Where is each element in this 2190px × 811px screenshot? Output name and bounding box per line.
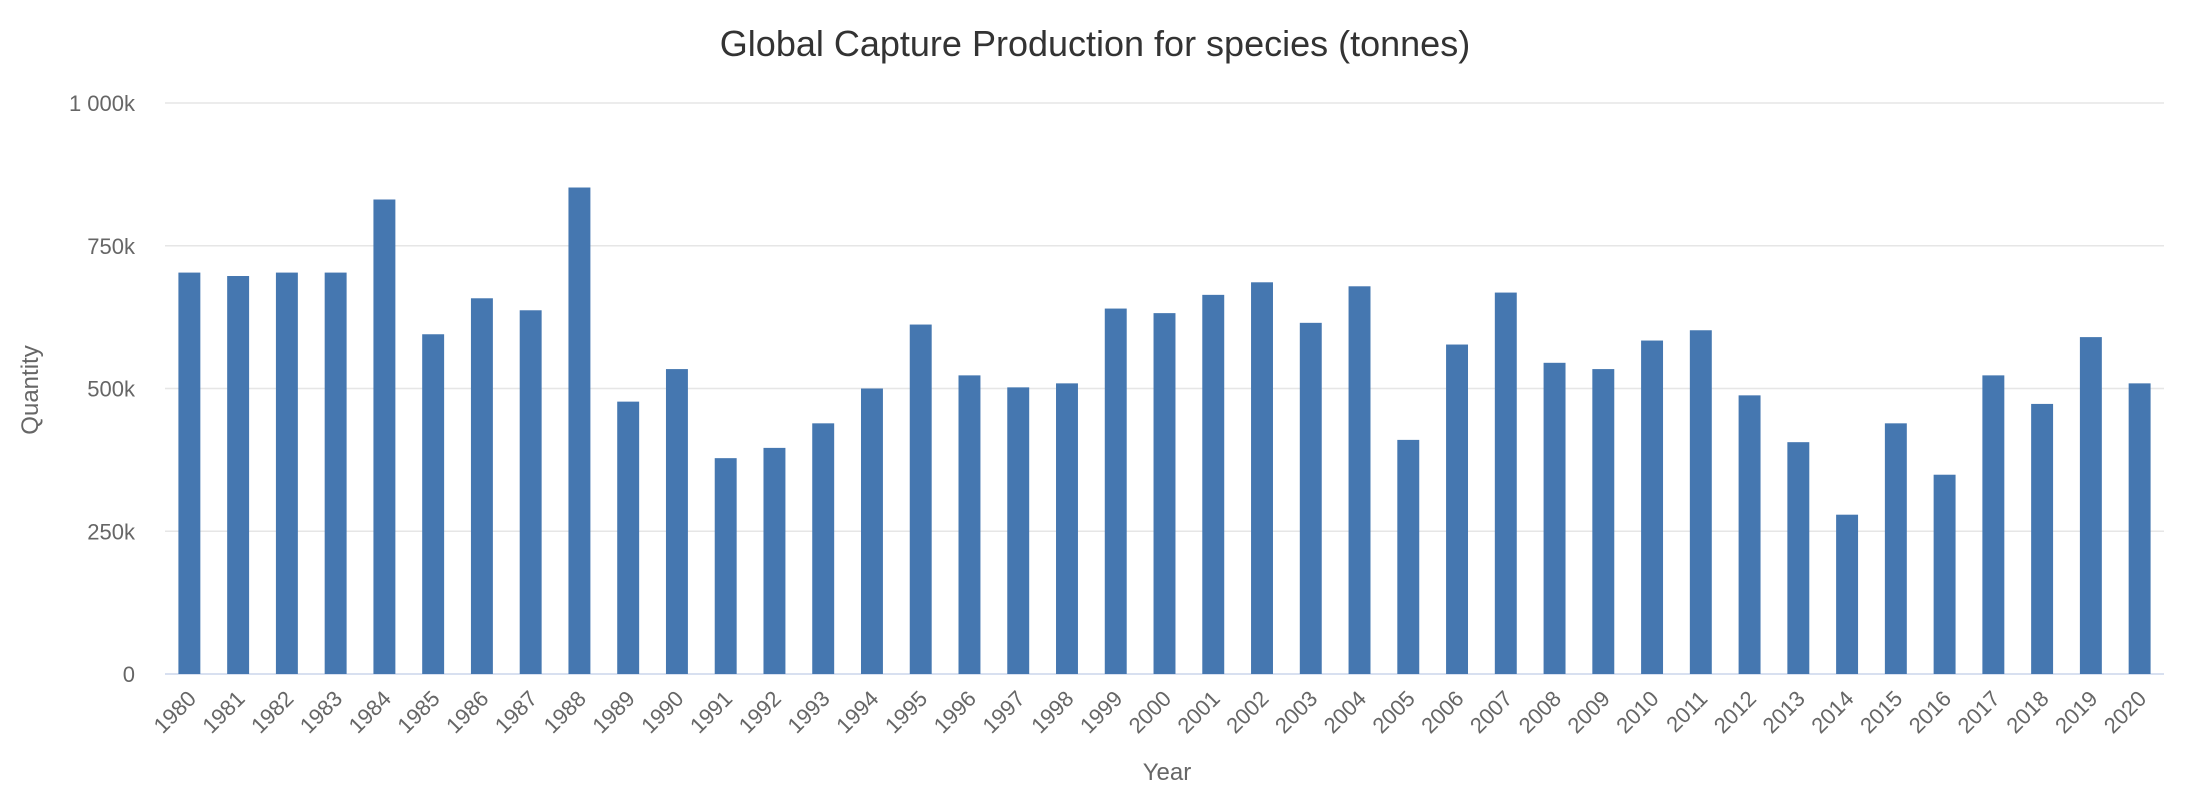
bar-1986[interactable] [470,298,493,674]
x-tick-label: 2009 [1563,686,1615,738]
x-tick-label: 1989 [587,686,639,738]
x-tick-label: 1994 [831,686,883,738]
bar-2020[interactable] [2128,383,2151,674]
bar-2004[interactable] [1348,286,1371,674]
x-tick-label: 1988 [539,686,591,738]
x-tick-label: 1999 [1075,686,1127,738]
bar-2002[interactable] [1251,282,1273,674]
x-tick-label: 2007 [1465,686,1517,738]
x-tick-label: 2010 [1611,686,1663,738]
y-tick-label: 1 000k [69,91,136,116]
x-tick-label: 1993 [782,686,834,738]
x-tick-label: 2011 [1661,686,1712,737]
x-tick-label: 2000 [1124,686,1176,738]
bar-2010[interactable] [1641,340,1664,674]
bar-2008[interactable] [1543,362,1566,674]
x-tick-label: 2012 [1709,686,1761,738]
x-tick-label: 2020 [2099,686,2151,738]
bar-1994[interactable] [860,388,883,675]
x-tick-label: 1998 [1026,686,1078,738]
bar-1997[interactable] [1007,387,1030,674]
x-tick-label: 2019 [2050,686,2102,738]
bar-2006[interactable] [1446,344,1469,674]
x-tick-label: 1980 [149,686,201,738]
x-tick-label: 1981 [197,686,249,738]
x-tick-label: 1984 [344,686,396,738]
y-tick-label: 500k [87,377,136,402]
bar-2007[interactable] [1494,292,1517,674]
x-tick-label: 1997 [977,686,1029,738]
bars [178,187,2151,675]
x-axis-ticks: 1980198119821983198419851986198719881989… [149,686,2152,738]
bar-2018[interactable] [2031,403,2054,674]
bar-2019[interactable] [2079,337,2102,674]
bar-1993[interactable] [812,423,835,674]
x-tick-label: 1987 [490,686,542,738]
y-axis-title: Quantity [17,345,44,434]
x-tick-label: 1991 [685,686,737,738]
x-tick-label: 2016 [1904,686,1956,738]
y-tick-label: 0 [123,662,135,687]
x-tick-label: 1982 [246,686,298,738]
x-tick-label: 2006 [1416,686,1468,738]
x-tick-label: 2008 [1514,686,1566,738]
bar-2016[interactable] [1933,474,1956,674]
bar-1987[interactable] [519,310,542,674]
x-tick-label: 1990 [636,686,688,738]
y-tick-label: 750k [87,234,136,259]
x-tick-label: 1992 [734,686,786,738]
bar-2012[interactable] [1738,395,1761,674]
x-tick-label: 2017 [1953,686,2005,738]
bar-1995[interactable] [909,324,932,674]
x-tick-label: 1983 [295,686,347,738]
bar-1990[interactable] [665,369,688,674]
bar-2013[interactable] [1787,442,1810,674]
x-tick-label: 2002 [1221,686,1273,738]
bar-1985[interactable] [422,334,445,674]
bar-1996[interactable] [958,375,981,674]
y-axis-ticks: 0 250k 500k 750k 1 000k [69,91,136,687]
x-tick-label: 2003 [1270,686,1322,738]
bar-1991[interactable] [714,458,737,674]
bar-1989[interactable] [617,401,640,674]
x-tick-label: 2013 [1758,686,1810,738]
bar-2005[interactable] [1397,439,1420,674]
x-tick-label: 1995 [880,686,932,738]
bar-2017[interactable] [1982,375,2005,674]
bar-2003[interactable] [1299,322,1322,674]
bar-1983[interactable] [324,272,347,674]
bar-1984[interactable] [373,199,396,674]
bar-1998[interactable] [1056,383,1078,674]
x-tick-label: 2018 [2001,686,2053,738]
x-tick-label: 1986 [441,686,493,738]
bar-1999[interactable] [1104,308,1127,674]
y-tick-label: 250k [87,519,136,544]
bar-2001[interactable] [1202,294,1225,674]
bar-2014[interactable] [1836,514,1859,674]
bar-1981[interactable] [227,276,250,674]
x-tick-label: 2014 [1806,686,1858,738]
bar-1982[interactable] [275,272,298,674]
x-tick-label: 2004 [1319,686,1371,738]
bar-2009[interactable] [1592,369,1615,674]
bar-1980[interactable] [178,272,201,674]
x-tick-label: 1996 [929,686,981,738]
x-tick-label: 2001 [1172,686,1224,738]
chart-title: Global Capture Production for species (t… [720,23,1470,64]
x-tick-label: 2005 [1368,686,1420,738]
bar-1992[interactable] [763,447,786,674]
x-tick-label: 1985 [392,686,444,738]
bar-2015[interactable] [1884,423,1907,674]
bar-2011[interactable] [1689,330,1712,674]
bar-2000[interactable] [1153,313,1176,674]
bar-1988[interactable] [568,187,591,674]
x-tick-label: 2015 [1855,686,1907,738]
x-axis-title: Year [1143,759,1192,786]
